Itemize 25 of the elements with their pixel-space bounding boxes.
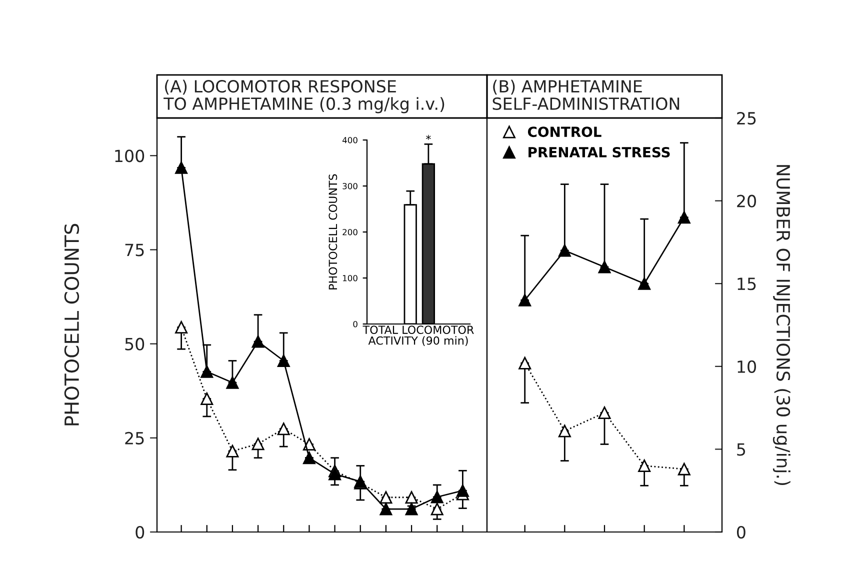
y-tick-label: 50 (125, 338, 144, 350)
y-tick-label: 200 (342, 228, 358, 236)
y-axis-title: PHOTOCELL COUNTS (328, 174, 338, 290)
y-tick-label: 0 (136, 526, 144, 539)
legend-label: CONTROL (528, 126, 602, 138)
chart-title: (B) AMPHETAMINE SELF-ADMINISTRATION (492, 80, 680, 110)
y-axis-title: PHOTOCELL COUNTS (64, 224, 80, 426)
y-tick-label: 0 (736, 526, 746, 539)
y-tick-label: 25 (125, 432, 144, 444)
y-tick-label: 10 (738, 360, 756, 373)
y-tick-label: 100 (342, 274, 358, 282)
legend-label: PRENATAL STRESS (528, 146, 670, 158)
y-tick-label: 25 (737, 112, 756, 125)
y-tick-label: 400 (342, 136, 358, 144)
y-tick-label: 5 (737, 443, 746, 456)
annotation: * (426, 134, 431, 140)
chart-title: (A) LOCOMOTOR RESPONSE TO AMPHETAMINE (0.3 mg/kg i.v.) (164, 80, 444, 114)
y-tick-label: 100 (115, 150, 144, 162)
x-axis-title: TOTAL LOCOMOTOR ACTIVITY (90 min) (362, 326, 474, 346)
y-tick-label: 0 (353, 320, 358, 328)
y-tick-label: 20 (737, 194, 756, 208)
y-tick-label: 15 (738, 278, 756, 290)
y-tick-label: 75 (125, 244, 144, 256)
y-axis-title: NUMBER OF INJECTIONS (30 ug/inj.) (772, 165, 790, 486)
y-tick-label: 300 (342, 182, 358, 190)
